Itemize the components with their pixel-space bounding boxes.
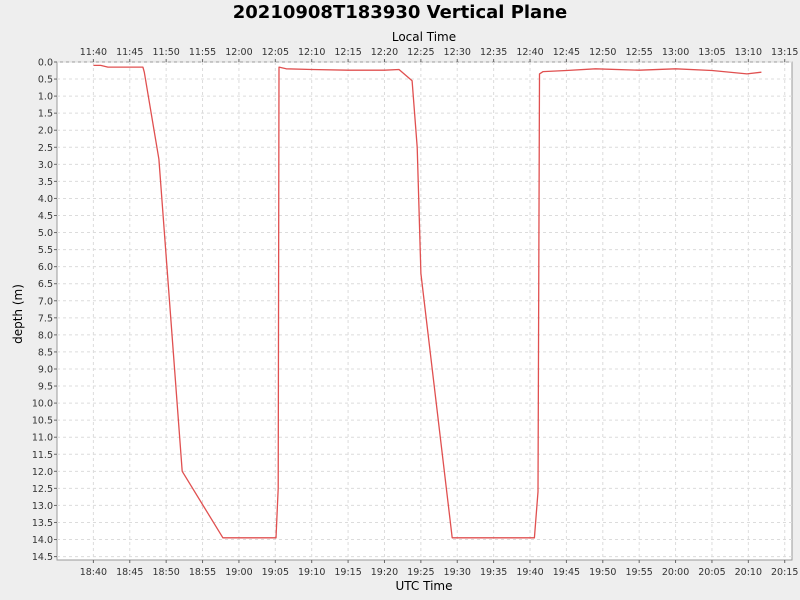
x2-tick-label: 12:00: [225, 47, 252, 58]
x2-tick-label: 12:55: [625, 47, 652, 58]
x-tick-label: 18:45: [116, 567, 143, 578]
y-axis-label: depth (m): [11, 284, 25, 344]
ticks-layer: 0.0 0.5 1.0 1.5 2.0 2.5 3.0 3.5 4.0 4.5 5.0 5.5 6.0 6…: [32, 47, 799, 578]
y-tick-label: 11.5: [32, 450, 53, 461]
y-tick-label: 4.5: [38, 211, 53, 222]
y-tick-label: 10.0: [32, 399, 53, 410]
x2-tick-label: 13:00: [662, 47, 689, 58]
y-tick-label: 5.0: [38, 228, 53, 239]
y-tick-label: 0.0: [38, 58, 53, 69]
x-tick-label: 18:40: [80, 567, 107, 578]
x2-tick-label: 12:45: [553, 47, 580, 58]
x-axis-label: UTC Time: [396, 579, 453, 593]
y-tick-label: 7.5: [38, 313, 53, 324]
x-tick-label: 20:00: [662, 567, 689, 578]
x2-tick-label: 12:25: [407, 47, 434, 58]
x-tick-label: 19:00: [225, 567, 252, 578]
x-tick-label: 19:20: [371, 567, 398, 578]
x-tick-label: 19:55: [625, 567, 652, 578]
x2-tick-label: 13:10: [735, 47, 762, 58]
x2-tick-label: 11:40: [80, 47, 107, 58]
y-tick-label: 10.5: [32, 416, 53, 427]
x2-tick-label: 12:40: [516, 47, 543, 58]
series-layer: [93, 64, 762, 539]
y-tick-label: 1.0: [38, 92, 53, 103]
y-tick-label: 13.5: [32, 518, 53, 529]
x-tick-label: 19:50: [589, 567, 616, 578]
y-tick-label: 2.5: [38, 143, 53, 154]
y-tick-label: 9.5: [38, 382, 53, 393]
y-tick-label: 6.5: [38, 279, 53, 290]
y-tick-label: 14.0: [32, 535, 53, 546]
x2-tick-label: 11:45: [116, 47, 143, 58]
x-tick-label: 19:30: [444, 567, 471, 578]
y-tick-label: 8.0: [38, 330, 53, 341]
x2-tick-label: 12:35: [480, 47, 507, 58]
x2-tick-label: 12:50: [589, 47, 616, 58]
x2-tick-label: 13:15: [771, 47, 798, 58]
x2-tick-label: 12:10: [298, 47, 325, 58]
y-tick-label: 3.0: [38, 160, 53, 171]
x2-tick-label: 12:15: [334, 47, 361, 58]
depth-series-line: [93, 64, 762, 539]
y-tick-label: 2.0: [38, 126, 53, 137]
y-tick-label: 12.0: [32, 467, 53, 478]
y-tick-label: 8.5: [38, 347, 53, 358]
y-tick-label: 1.5: [38, 109, 53, 120]
x-tick-label: 19:35: [480, 567, 507, 578]
y-tick-label: 14.5: [32, 552, 53, 563]
y-tick-label: 5.5: [38, 245, 53, 256]
y-tick-label: 6.0: [38, 262, 53, 273]
x-tick-label: 19:10: [298, 567, 325, 578]
x-tick-label: 19:40: [516, 567, 543, 578]
y-tick-label: 12.5: [32, 484, 53, 495]
y-tick-label: 11.0: [32, 433, 53, 444]
plot-area: [56, 61, 793, 561]
y-tick-label: 3.5: [38, 177, 53, 188]
x-tick-label: 20:10: [735, 567, 762, 578]
x2-tick-label: 12:20: [371, 47, 398, 58]
x2-tick-label: 12:30: [444, 47, 471, 58]
grid-layer: [57, 61, 792, 560]
chart-title: 20210908T183930 Vertical Plane: [233, 2, 567, 23]
x2-tick-label: 12:05: [262, 47, 289, 58]
top-axis-label: Local Time: [392, 30, 456, 44]
y-tick-label: 0.5: [38, 75, 53, 86]
y-tick-label: 13.0: [32, 501, 53, 512]
x-tick-label: 19:25: [407, 567, 434, 578]
x-tick-label: 20:05: [698, 567, 725, 578]
y-tick-label: 9.0: [38, 364, 53, 375]
x-tick-label: 19:05: [262, 567, 289, 578]
x2-tick-label: 11:55: [189, 47, 216, 58]
x-tick-label: 19:15: [334, 567, 361, 578]
x-tick-label: 19:45: [553, 567, 580, 578]
y-tick-label: 7.0: [38, 296, 53, 307]
y-tick-label: 4.0: [38, 194, 53, 205]
x-tick-label: 18:55: [189, 567, 216, 578]
x-tick-label: 20:15: [771, 567, 798, 578]
x2-tick-label: 13:05: [698, 47, 725, 58]
x2-tick-label: 11:50: [152, 47, 179, 58]
x-tick-label: 18:50: [152, 567, 179, 578]
